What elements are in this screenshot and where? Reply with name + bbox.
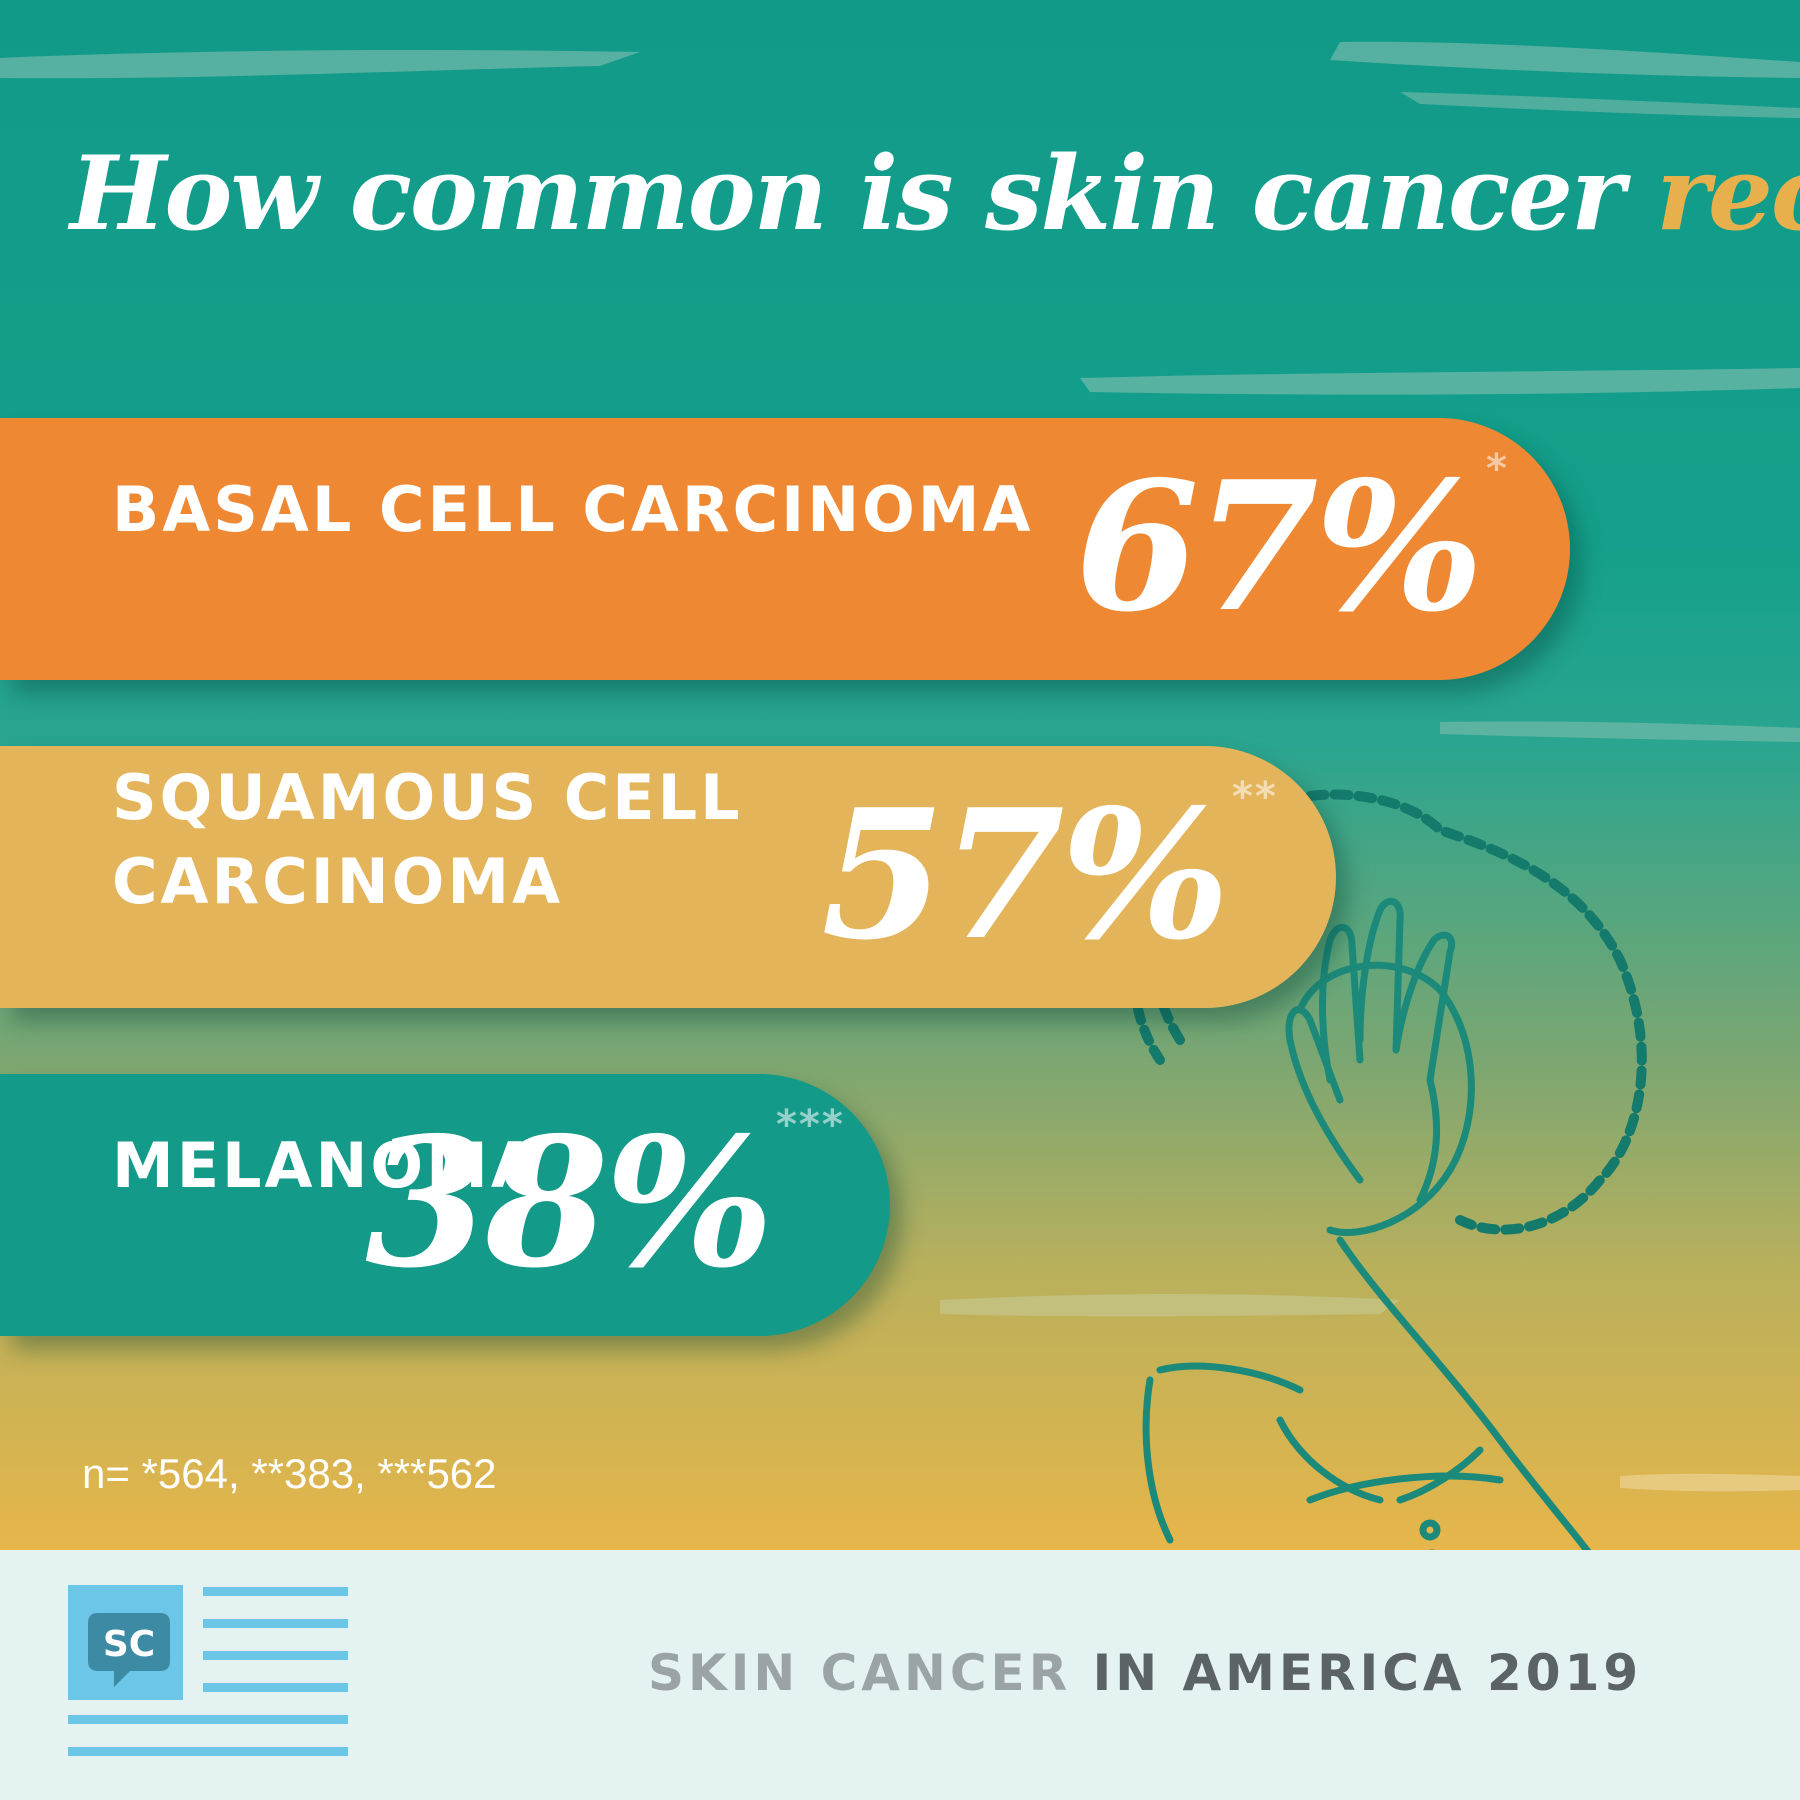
bar [0,1074,890,1336]
logo-line [203,1619,348,1628]
bar-category-label: BASAL CELL CARCINOMA [112,473,1034,546]
logo-text: SC [103,1624,155,1665]
bar-footnote-mark: ** [1232,774,1278,820]
brush-stroke [940,1294,1400,1317]
bar-footnote-mark: * [1486,446,1509,492]
arm [1336,1236,1624,1604]
bar-value-label: 67% [1075,442,1484,651]
footer-title-dark: IN AMERICA 2019 [1092,1644,1643,1702]
title-main: How common is skin cancer [70,134,1625,254]
brush-stroke [1330,41,1800,78]
title-highlight: recurrence? [1656,134,1800,254]
bar-value-label: 57% [821,770,1230,979]
brush-stroke [1400,92,1800,118]
logo-line [68,1747,348,1756]
logo-line [203,1587,348,1596]
bar [0,746,1336,1008]
bar-value-label: 38% [365,1098,774,1307]
footer-title-light: SKIN CANCER [648,1644,1072,1702]
brush-stroke [1080,368,1800,395]
shoulder [1156,1362,1504,1504]
button [1419,1519,1441,1541]
bar [0,418,1570,680]
brush-stroke [1440,721,1800,742]
brush-stroke [1620,1473,1800,1492]
bar-category-label: MELANOMA [112,1129,542,1202]
sample-size-footnote: n= *564, **383, ***562 [82,1450,497,1497]
sc-logo-icon: SC [68,1585,348,1756]
collar [1276,1416,1484,1504]
footer-title: SKIN CANCER IN AMERICA 2019 [648,1644,1642,1702]
logo-line [68,1715,348,1724]
brush-stroke [0,50,640,79]
bar-category-label: SQUAMOUS CELL CARCINOMA [112,761,743,918]
logo-line [203,1651,348,1660]
bar-footnote-mark: *** [776,1102,845,1148]
speech-bubble-icon [88,1613,170,1687]
logo-line [203,1683,348,1692]
hand [1285,897,1455,1204]
title: How common is skin cancer recurrence? [70,138,1800,250]
